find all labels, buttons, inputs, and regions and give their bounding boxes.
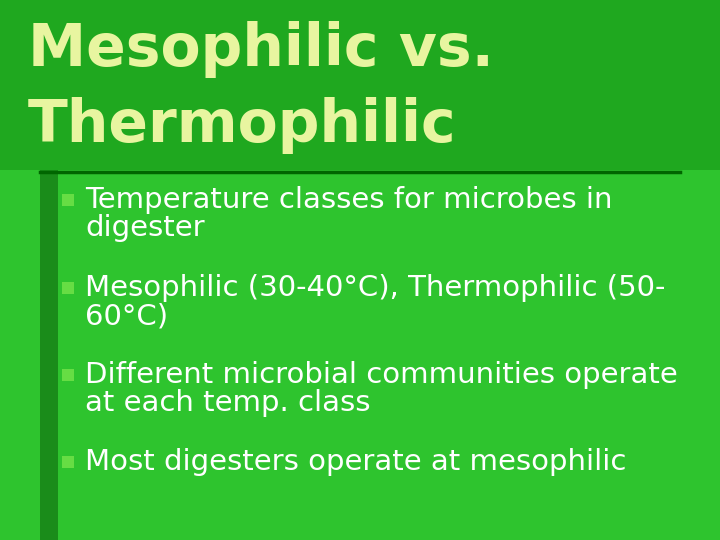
- Bar: [62, 456, 74, 468]
- Text: Mesophilic (30-40°C), Thermophilic (50-: Mesophilic (30-40°C), Thermophilic (50-: [85, 274, 665, 302]
- Bar: [40, 170, 58, 540]
- Bar: [62, 194, 74, 206]
- Text: Different microbial communities operate: Different microbial communities operate: [85, 361, 678, 389]
- Bar: [0, 170, 720, 540]
- Text: Mesophilic vs.: Mesophilic vs.: [28, 22, 494, 78]
- Bar: [0, 0, 720, 170]
- Bar: [62, 282, 74, 294]
- Text: 60°C): 60°C): [85, 302, 168, 330]
- Text: Most digesters operate at mesophilic: Most digesters operate at mesophilic: [85, 448, 626, 476]
- Text: Temperature classes for microbes in: Temperature classes for microbes in: [85, 186, 613, 214]
- Text: at each temp. class: at each temp. class: [85, 389, 371, 417]
- Bar: [62, 369, 74, 381]
- Text: digester: digester: [85, 214, 204, 242]
- Text: Thermophilic: Thermophilic: [28, 97, 456, 153]
